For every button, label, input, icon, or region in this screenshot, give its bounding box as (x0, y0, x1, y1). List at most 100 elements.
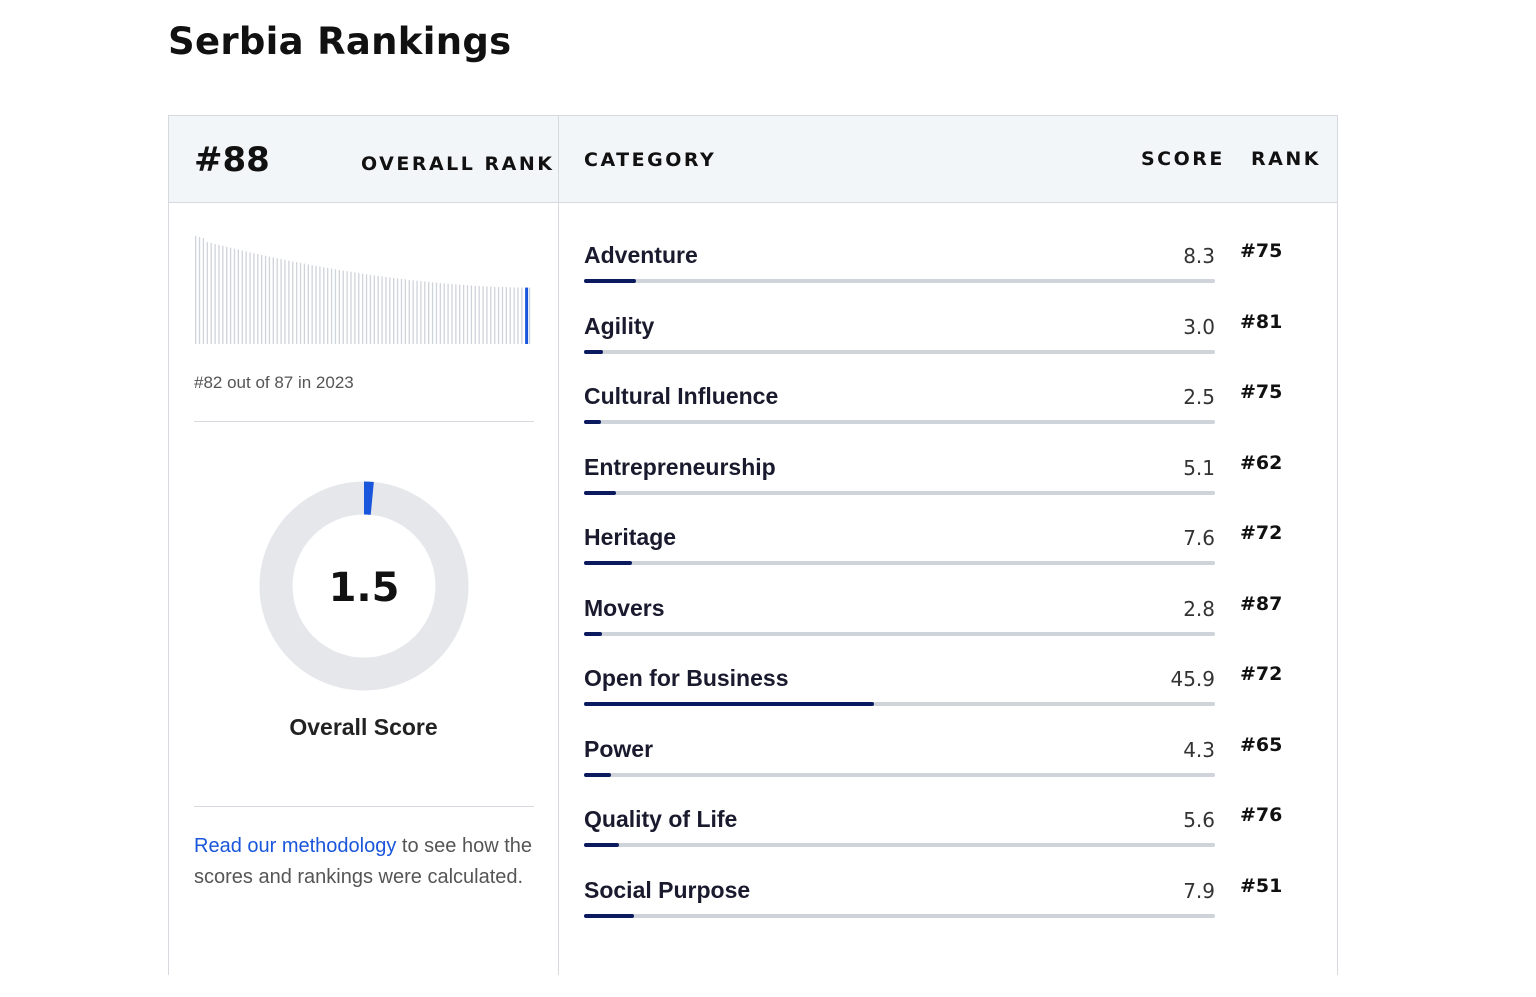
history-bar (315, 265, 317, 344)
rank-history-chart (195, 236, 531, 344)
category-row: Open for Business 45.9 #72 (584, 661, 1304, 732)
category-rank: #87 (1240, 592, 1283, 615)
history-bar (226, 246, 228, 344)
history-bar (478, 285, 480, 344)
history-bar (470, 285, 473, 344)
history-bar (466, 285, 469, 344)
category-name: Adventure (584, 242, 698, 268)
history-bar (474, 285, 476, 344)
history-bar (369, 274, 372, 344)
category-name: Open for Business (584, 665, 789, 691)
category-rank: #51 (1240, 874, 1283, 897)
history-bar (521, 287, 523, 344)
history-bar (206, 242, 208, 344)
history-bar (342, 270, 344, 344)
history-bar (233, 248, 236, 344)
history-bar (311, 265, 313, 344)
category-name: Heritage (584, 524, 677, 550)
category-score: 5.1 (1183, 455, 1215, 480)
history-bar (319, 266, 321, 344)
category-row: Social Purpose 7.9 #51 (584, 873, 1304, 944)
category-score: 45.9 (1170, 667, 1215, 691)
history-bar (334, 269, 337, 344)
history-bar (377, 275, 379, 344)
category-row: Movers 2.8 #87 (584, 591, 1304, 662)
history-bar (420, 281, 422, 344)
history-bar (195, 236, 197, 344)
category-score: 8.3 (1183, 244, 1215, 268)
history-bar (501, 287, 504, 344)
score-bar-fill (584, 631, 602, 636)
category-name: Agility (584, 312, 655, 339)
history-bar (459, 284, 461, 344)
card-header: #88 OVERALL RANK CATEGORY SCORE RANK (169, 116, 1337, 203)
score-bar-track (584, 631, 1215, 636)
category-name: Power (584, 735, 654, 762)
history-bar (323, 267, 325, 344)
history-bar (373, 275, 375, 344)
score-bar-track (584, 349, 1215, 354)
category-rank: #81 (1240, 310, 1283, 333)
category-score: 3.0 (1183, 314, 1215, 339)
history-bar (292, 261, 294, 344)
score-bar-fill (584, 913, 634, 918)
history-bar (428, 281, 430, 344)
divider (194, 421, 534, 422)
history-bar (222, 245, 224, 344)
history-bar (408, 279, 410, 344)
category-rank: #72 (1240, 522, 1283, 544)
history-bar (346, 271, 348, 344)
overall-rank-label: OVERALL RANK (361, 153, 555, 175)
history-bar (490, 286, 492, 344)
history-bar (529, 287, 531, 344)
history-bar (284, 259, 286, 344)
history-bar (354, 272, 356, 344)
history-bar (443, 283, 445, 344)
score-bar-fill (584, 279, 637, 283)
page-title: Serbia Rankings (168, 20, 512, 63)
category-rank: #75 (1240, 240, 1283, 262)
overall-rank-value: #88 (194, 140, 270, 180)
category-row: Cultural Influence 2.5 #75 (584, 379, 1304, 450)
history-bar (350, 271, 352, 344)
category-name: Quality of Life (584, 806, 738, 832)
history-bar (272, 257, 274, 344)
history-bar (338, 269, 340, 344)
score-bar-track (584, 702, 1215, 706)
history-bar (385, 276, 387, 344)
category-rank: #62 (1240, 451, 1283, 474)
category-row: Entrepreneurship 5.1 #62 (584, 450, 1304, 521)
category-row: Power 4.3 #65 (584, 732, 1304, 803)
score-bar-track (584, 772, 1215, 777)
category-row: Heritage 7.6 #72 (584, 520, 1304, 591)
history-bar (365, 274, 368, 344)
category-score: 4.3 (1183, 737, 1215, 762)
score-bar-fill (584, 490, 617, 495)
category-row: Adventure 8.3 #75 (584, 238, 1304, 309)
divider (194, 806, 534, 807)
overall-score-donut: 1.5 (259, 481, 469, 691)
score-bar-fill (584, 561, 632, 565)
history-bar (455, 284, 457, 344)
history-bar (381, 276, 383, 344)
history-bar (198, 237, 201, 344)
category-header: CATEGORY (584, 149, 717, 171)
history-bar (482, 286, 484, 344)
history-bar (451, 284, 453, 344)
score-bar-track (584, 561, 1215, 565)
history-bar (268, 256, 271, 344)
history-bar (210, 242, 212, 344)
methodology-link[interactable]: Read our methodology (194, 835, 397, 857)
history-bar (330, 268, 333, 344)
score-bar-fill (584, 702, 874, 706)
history-bar (424, 281, 426, 344)
category-row: Quality of Life 5.6 #76 (584, 802, 1304, 873)
history-bar (245, 251, 247, 344)
overall-score-label: Overall Score (289, 714, 438, 740)
methodology-note: Read our methodology to see how the scor… (194, 831, 534, 893)
history-bar (202, 238, 205, 344)
history-bar (494, 286, 496, 344)
score-bar-track (584, 420, 1215, 424)
history-bar (505, 287, 507, 344)
category-name: Social Purpose (584, 876, 751, 903)
